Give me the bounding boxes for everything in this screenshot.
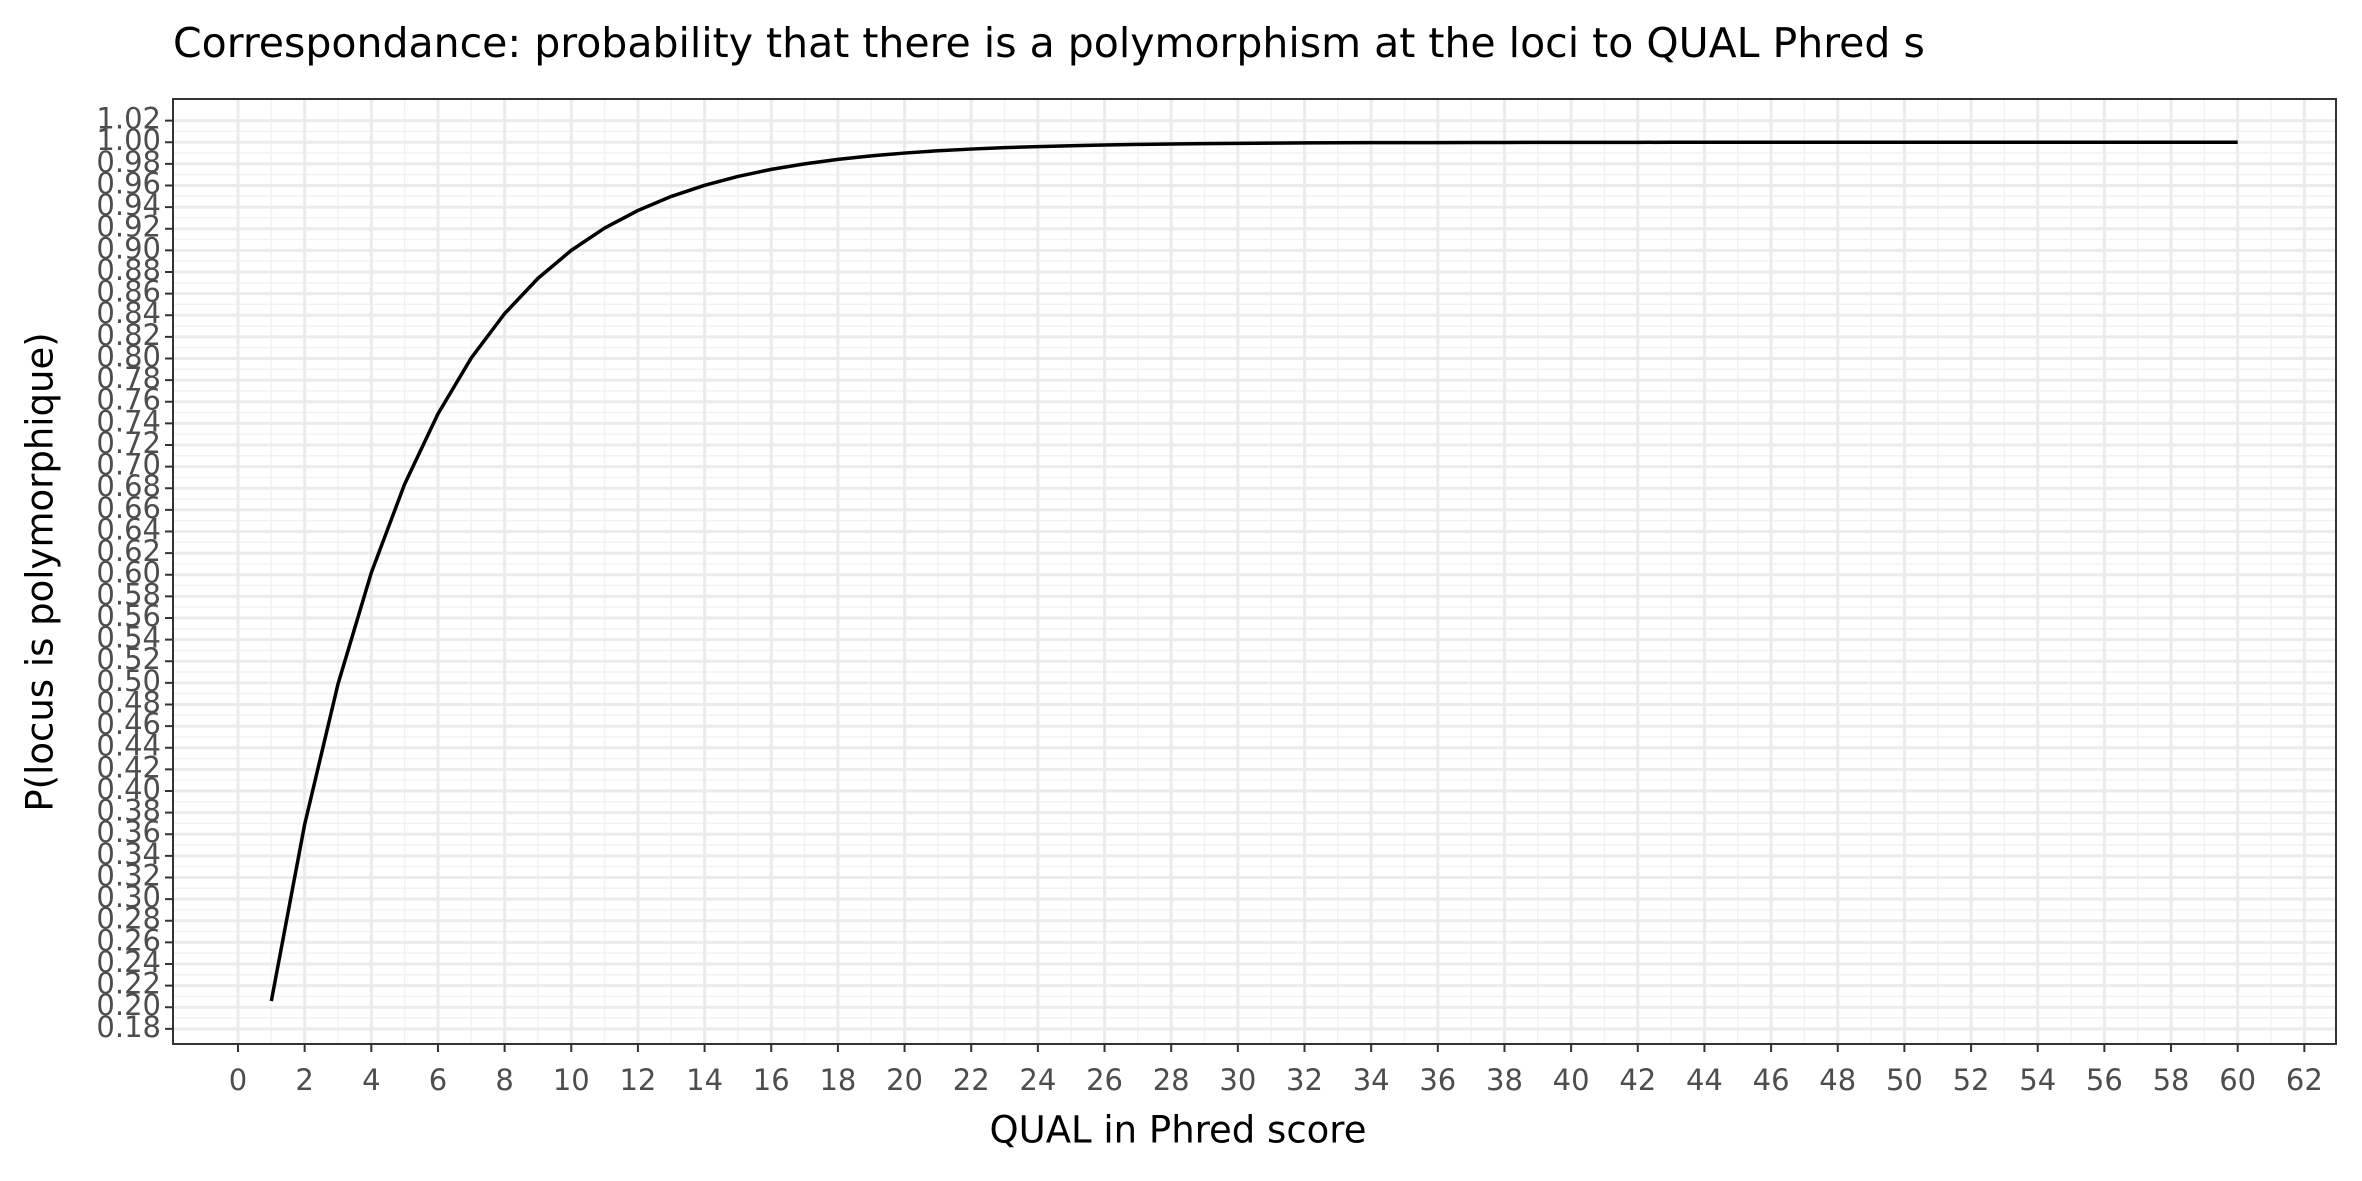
y-tick-label: 0.86 <box>96 275 161 309</box>
x-tick-label: 32 <box>1286 1063 1323 1097</box>
y-tick-label: 0.52 <box>96 642 161 676</box>
y-tick-label: 0.32 <box>96 858 161 892</box>
y-tick-label: 0.44 <box>96 729 161 763</box>
line <box>269 140 2238 1002</box>
x-tick-label: 46 <box>1753 1063 1790 1097</box>
y-tick-label: 0.88 <box>96 253 161 287</box>
x-tick-label: 30 <box>1219 1063 1256 1097</box>
x-tick-label: 20 <box>886 1063 923 1097</box>
y-tick-label: 0.36 <box>96 815 161 849</box>
y-tick-label: 0.34 <box>96 837 161 871</box>
y-tick-label: 0.76 <box>96 383 161 417</box>
y-tick-label: 0.62 <box>96 534 161 568</box>
y-tick-label: 0.60 <box>96 556 161 590</box>
y-tick-label: 0.20 <box>96 988 161 1022</box>
x-tick-label: 56 <box>2086 1063 2123 1097</box>
y-tick-label: 0.28 <box>96 902 161 936</box>
x-tick-label: 2 <box>295 1063 313 1097</box>
y-tick-label: 0.18 <box>96 1010 161 1044</box>
y-tick-label: 0.92 <box>96 210 161 244</box>
x-tick-label: 52 <box>1953 1063 1990 1097</box>
y-tick-label: 0.48 <box>96 685 161 719</box>
x-tick-label: 22 <box>953 1063 990 1097</box>
x-tick-label: 60 <box>2219 1063 2256 1097</box>
y-tick-label: 0.22 <box>96 967 161 1001</box>
y-axis-label: P(locus is polymorphique) <box>19 332 62 811</box>
x-tick-label: 44 <box>1686 1063 1723 1097</box>
y-tick-label: 0.56 <box>96 599 161 633</box>
x-tick-label: 4 <box>362 1063 380 1097</box>
panel-border <box>172 98 2337 1045</box>
y-tick-label: 0.78 <box>96 361 161 395</box>
y-tick-label: 1.00 <box>96 123 161 157</box>
x-tick-label: 18 <box>819 1063 856 1097</box>
y-tick-label: 0.82 <box>96 318 161 352</box>
y-tick-label: 0.42 <box>96 750 161 784</box>
y-tick-label: 0.68 <box>96 469 161 503</box>
x-tick-label: 14 <box>686 1063 723 1097</box>
x-tick-label: 8 <box>495 1063 513 1097</box>
y-tick-label: 0.40 <box>96 772 161 806</box>
x-tick-label: 62 <box>2286 1063 2323 1097</box>
x-tick-label: 0 <box>229 1063 247 1097</box>
x-tick-label: 26 <box>1086 1063 1123 1097</box>
y-tick-label: 0.98 <box>96 145 161 179</box>
x-axis-label: QUAL in Phred score <box>990 1109 1367 1152</box>
y-tick-label: 1.02 <box>96 102 161 136</box>
y-tick-label: 0.72 <box>96 426 161 460</box>
y-tick-label: 0.54 <box>96 621 161 655</box>
y-tick-label: 0.94 <box>96 188 161 222</box>
x-tick-label: 48 <box>1819 1063 1856 1097</box>
x-tick-label: 40 <box>1553 1063 1590 1097</box>
y-tick-label: 0.38 <box>96 794 161 828</box>
chart-title: Correspondance: probability that there i… <box>173 19 1925 67</box>
y-tick-label: 0.58 <box>96 577 161 611</box>
x-tick-label: 12 <box>619 1063 656 1097</box>
x-tick-label: 16 <box>753 1063 790 1097</box>
y-tick-label: 0.90 <box>96 231 161 265</box>
x-tick-label: 6 <box>429 1063 447 1097</box>
x-tick-label: 50 <box>1886 1063 1923 1097</box>
x-tick-label: 42 <box>1619 1063 1656 1097</box>
x-tick-label: 34 <box>1353 1063 1390 1097</box>
x-tick-label: 10 <box>553 1063 590 1097</box>
x-tick-label: 58 <box>2153 1063 2190 1097</box>
y-tick-label: 0.64 <box>96 512 161 546</box>
y-tick-label: 0.80 <box>96 339 161 373</box>
y-tick-label: 0.46 <box>96 707 161 741</box>
y-tick-label: 0.30 <box>96 880 161 914</box>
y-tick-label: 0.26 <box>96 923 161 957</box>
x-tick-label: 54 <box>2019 1063 2056 1097</box>
y-tick-label: 0.96 <box>96 166 161 200</box>
y-tick-label: 0.50 <box>96 664 161 698</box>
y-tick-label: 0.74 <box>96 404 161 438</box>
y-tick-label: 0.66 <box>96 491 161 525</box>
x-tick-label: 38 <box>1486 1063 1523 1097</box>
x-tick-label: 28 <box>1153 1063 1190 1097</box>
y-tick-label: 0.70 <box>96 448 161 482</box>
y-tick-label: 0.24 <box>96 945 161 979</box>
y-tick-label: 0.84 <box>96 296 161 330</box>
x-tick-label: 24 <box>1019 1063 1056 1097</box>
x-tick-label: 36 <box>1419 1063 1456 1097</box>
